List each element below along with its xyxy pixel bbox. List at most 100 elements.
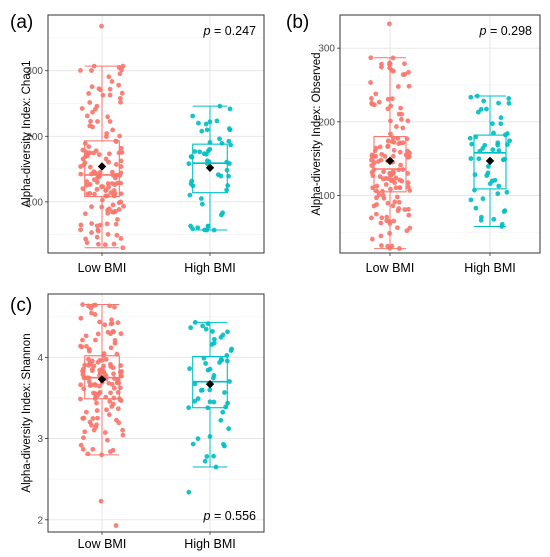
data-point: [384, 214, 390, 220]
data-point: [107, 303, 113, 309]
data-point: [390, 168, 396, 174]
data-point: [82, 362, 88, 368]
data-point: [393, 185, 399, 191]
data-point: [78, 67, 83, 73]
data-point: [476, 156, 482, 162]
data-point: [92, 396, 98, 402]
data-point: [388, 186, 393, 192]
data-point: [227, 106, 233, 112]
mean-marker: [385, 156, 395, 166]
data-point: [213, 464, 219, 470]
data-point: [387, 221, 393, 226]
data-point: [217, 136, 222, 142]
p-value-text: = 0.298: [486, 24, 532, 38]
data-point: [95, 228, 101, 234]
data-point: [86, 144, 92, 149]
data-point: [473, 134, 479, 140]
data-point: [202, 458, 208, 464]
data-point: [111, 371, 116, 377]
data-point: [89, 422, 94, 428]
data-point: [84, 240, 90, 246]
data-point: [405, 148, 410, 154]
data-point: [211, 373, 217, 378]
data-point: [369, 96, 374, 101]
data-point: [467, 135, 473, 141]
p-value-text: = 0.247: [210, 24, 256, 38]
data-point: [225, 329, 230, 335]
data-point: [398, 162, 403, 168]
data-point: [118, 363, 124, 368]
data-point: [468, 156, 474, 161]
data-point: [80, 186, 86, 192]
data-point: [99, 204, 105, 210]
data-point: [504, 189, 510, 195]
data-point: [87, 191, 93, 196]
data-point: [386, 21, 392, 27]
data-point: [394, 194, 400, 200]
data-point: [225, 400, 231, 406]
data-point: [94, 422, 99, 428]
data-point: [390, 203, 396, 209]
data-point: [107, 86, 113, 92]
data-point: [109, 317, 114, 323]
plot-background: [48, 15, 264, 253]
data-point: [190, 441, 196, 447]
data-point: [368, 80, 373, 85]
data-point: [495, 140, 501, 146]
y-tick-label: 100: [26, 197, 43, 208]
data-point: [406, 206, 411, 212]
data-point: [218, 417, 224, 423]
data-point: [220, 332, 226, 338]
data-point: [119, 90, 125, 96]
data-point: [393, 124, 399, 129]
y-axis-label: Alpha-diversity Index: Observed: [311, 53, 323, 216]
data-point: [105, 114, 111, 120]
data-point: [219, 140, 225, 146]
data-point: [398, 116, 404, 122]
p-value-symbol: p: [203, 509, 211, 523]
data-point: [93, 148, 99, 154]
data-point: [83, 154, 89, 159]
data-point: [88, 118, 93, 124]
data-point: [118, 145, 124, 151]
data-point: [79, 344, 85, 350]
data-point: [108, 364, 114, 369]
data-point: [204, 454, 210, 459]
data-point: [89, 221, 95, 226]
mean-marker: [485, 156, 495, 166]
data-point: [95, 119, 100, 124]
data-point: [90, 446, 96, 452]
box-group-high-bmi: [467, 93, 513, 229]
data-point: [94, 234, 100, 240]
data-point: [369, 163, 375, 168]
data-point: [117, 71, 123, 77]
data-point: [93, 337, 98, 343]
data-point: [108, 449, 113, 455]
data-point: [110, 202, 116, 208]
data-point: [395, 136, 401, 141]
data-point: [207, 387, 213, 393]
data-point: [93, 170, 98, 176]
y-tick-label: 200: [26, 132, 43, 143]
data-point: [369, 236, 375, 242]
data-point: [99, 368, 105, 374]
data-point: [391, 147, 397, 153]
data-point: [88, 305, 94, 311]
data-point: [112, 182, 118, 188]
data-point: [102, 430, 108, 435]
data-point: [481, 98, 487, 104]
p-value-text: = 0.556: [210, 509, 256, 523]
data-point: [95, 331, 101, 337]
data-point: [113, 523, 119, 528]
data-point: [106, 184, 111, 190]
data-point: [90, 124, 95, 130]
data-point: [388, 131, 393, 137]
data-point: [112, 340, 118, 346]
data-point: [102, 371, 108, 377]
data-point: [198, 387, 204, 393]
data-point: [217, 103, 223, 109]
data-point: [389, 96, 395, 102]
data-point: [84, 179, 90, 184]
data-point: [406, 212, 412, 218]
